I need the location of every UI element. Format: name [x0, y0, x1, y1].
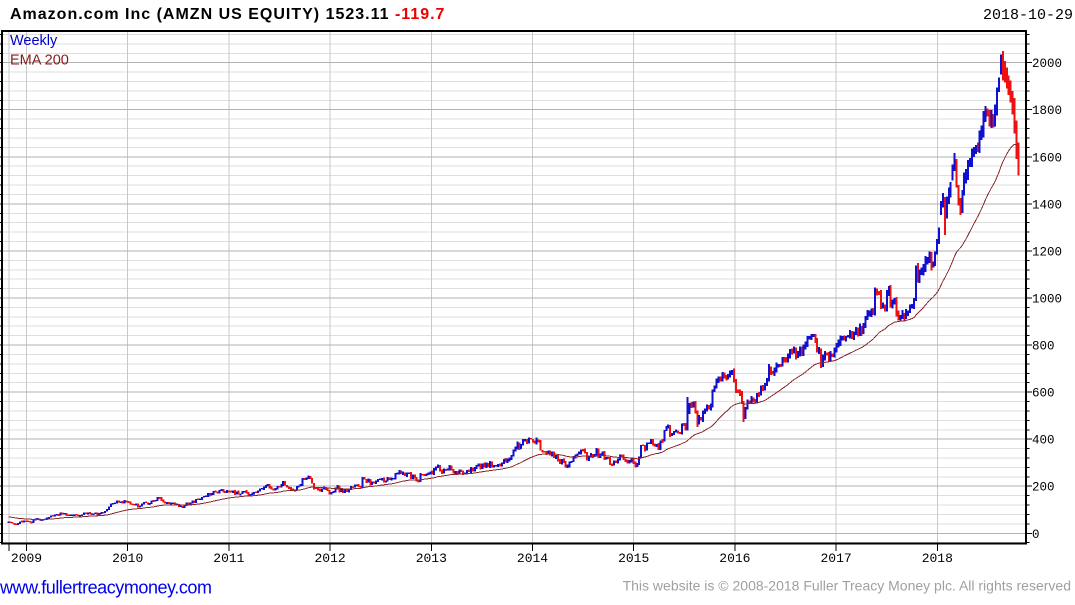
svg-text:1800: 1800 — [1032, 104, 1062, 118]
svg-text:Amazon.com Inc (AMZN US EQUITY: Amazon.com Inc (AMZN US EQUITY) 1523.11 … — [10, 6, 445, 23]
svg-text:www.fullertreacymoney.com: www.fullertreacymoney.com — [0, 578, 211, 598]
svg-text:600: 600 — [1032, 387, 1055, 401]
svg-text:2009: 2009 — [11, 551, 42, 566]
svg-text:1600: 1600 — [1032, 151, 1062, 165]
svg-text:2018-10-29: 2018-10-29 — [983, 7, 1073, 24]
svg-text:2010: 2010 — [112, 551, 143, 566]
svg-text:400: 400 — [1032, 434, 1055, 448]
svg-text:2011: 2011 — [213, 551, 244, 566]
svg-text:200: 200 — [1032, 481, 1055, 495]
svg-text:0: 0 — [1032, 528, 1040, 542]
svg-text:2016: 2016 — [719, 551, 750, 566]
svg-text:1200: 1200 — [1032, 245, 1062, 259]
svg-text:EMA 200: EMA 200 — [10, 53, 69, 69]
svg-text:2012: 2012 — [314, 551, 345, 566]
svg-text:2015: 2015 — [618, 551, 649, 566]
svg-text:2000: 2000 — [1032, 57, 1062, 71]
svg-text:Weekly: Weekly — [10, 33, 58, 49]
svg-text:This website is © 2008-2018 Fu: This website is © 2008-2018 Fuller Treac… — [623, 578, 1071, 594]
svg-text:800: 800 — [1032, 340, 1055, 354]
svg-text:2013: 2013 — [416, 551, 447, 566]
svg-text:1000: 1000 — [1032, 293, 1062, 307]
svg-text:2014: 2014 — [517, 551, 548, 566]
svg-text:2017: 2017 — [820, 551, 851, 566]
svg-text:2018: 2018 — [922, 551, 953, 566]
svg-text:1400: 1400 — [1032, 198, 1062, 212]
